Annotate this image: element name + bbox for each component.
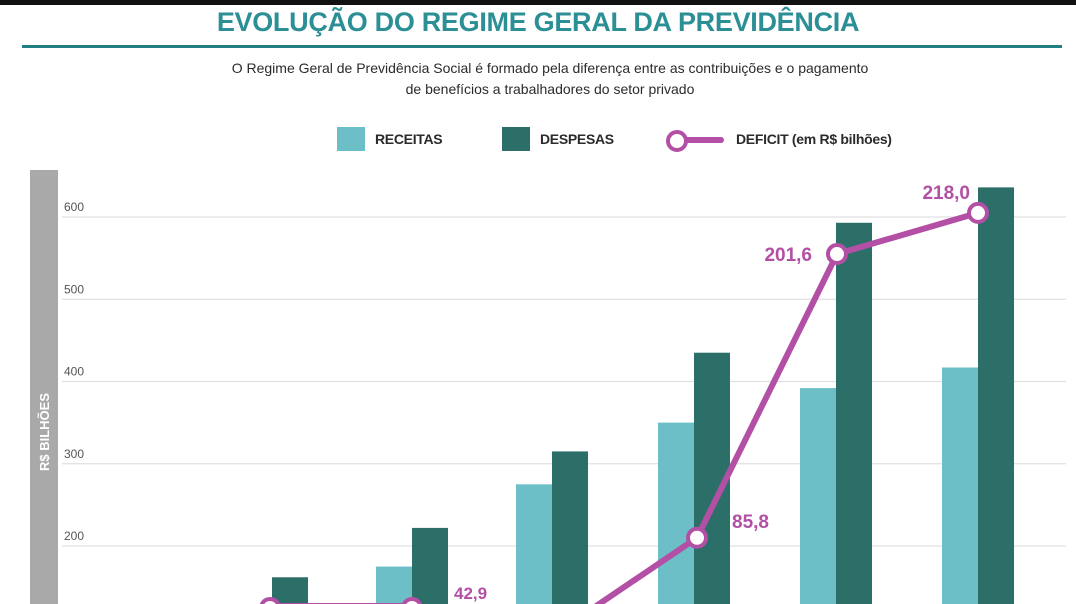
legend-swatch-deficit [664, 127, 726, 152]
legend-swatch-receitas [337, 127, 365, 151]
deficit-point-1 [401, 597, 423, 604]
y-tick-label-200: 200 [64, 529, 84, 543]
y-tick-label-300: 300 [64, 447, 84, 461]
bar-receitas-1 [376, 566, 412, 604]
subtitle-line-2: de benefícios a trabalhadores do setor p… [405, 81, 695, 97]
chart-subtitle: O Regime Geral de Previdência Social é f… [120, 58, 980, 100]
legend-label-deficit: DEFICIT (em R$ bilhões) [736, 131, 892, 147]
bar-despesas-5 [978, 187, 1014, 604]
deficit-data-label-3: 85,8 [732, 512, 769, 533]
y-tick-label-400: 400 [64, 365, 84, 379]
y-tick-label-500: 500 [64, 282, 84, 296]
bar-despesas-0 [272, 577, 308, 604]
bar-receitas-2 [516, 484, 552, 604]
bar-despesas-2 [552, 451, 588, 604]
bar-despesas-4 [836, 222, 872, 604]
y-axis-label: R$ BILHÕES [37, 393, 52, 471]
legend-item-despesas: DESPESAS [502, 124, 614, 154]
deficit-point-4 [826, 243, 848, 266]
deficit-point-3 [686, 526, 708, 549]
y-axis-band [30, 170, 58, 604]
chart-legend: RECEITAS DESPESAS DEFICIT (em R$ bilhões… [0, 124, 1076, 154]
legend-item-receitas: RECEITAS [337, 124, 443, 154]
deficit-data-label-4: 201,6 [764, 245, 812, 266]
bar-receitas-5 [942, 367, 978, 604]
chart-title: EVOLUÇÃO DO REGIME GERAL DA PREVIDÊNCIA [216, 7, 860, 37]
deficit-line [593, 209, 981, 604]
top-border [0, 0, 1076, 5]
legend-item-deficit: DEFICIT (em R$ bilhões) [664, 124, 892, 154]
legend-swatch-despesas [502, 127, 530, 151]
legend-label-despesas: DESPESAS [540, 131, 614, 147]
bar-receitas-4 [800, 388, 836, 604]
deficit-data-label-5: 218,0 [922, 183, 970, 204]
bar-despesas-1 [412, 527, 448, 604]
deficit-point-5 [967, 201, 989, 224]
deficit-data-label-2: 42,9 [454, 584, 487, 603]
y-tick-label-600: 600 [64, 200, 84, 214]
deficit-point-0 [259, 597, 281, 604]
title-divider [22, 45, 1062, 48]
legend-label-receitas: RECEITAS [375, 131, 443, 147]
subtitle-line-1: O Regime Geral de Previdência Social é f… [231, 60, 869, 76]
bar-receitas-3 [658, 422, 694, 604]
